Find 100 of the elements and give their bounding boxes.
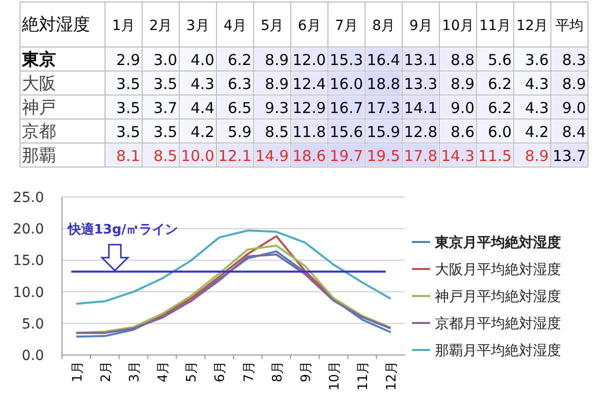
data-label: 3.0 [153, 51, 178, 69]
data-label: 4.0 [190, 51, 214, 69]
legend-label: 神戸月平均絶対湿度 [435, 289, 561, 305]
x-tick-label: 12月 [516, 18, 548, 34]
x-tick-label: 3月 [186, 18, 210, 34]
data-label: 8.3 [562, 51, 586, 69]
x-tick-label: 5月 [184, 361, 200, 382]
x-tick-label: 8月 [372, 18, 396, 34]
data-label: 13.7 [552, 147, 586, 165]
data-label: 12.1 [218, 147, 252, 165]
data-label: 15.3 [330, 51, 364, 69]
data-label: 3.5 [116, 123, 140, 141]
data-label: 12.4 [292, 75, 326, 93]
data-label: 12.8 [404, 123, 438, 141]
data-label: 3.5 [116, 99, 140, 117]
x-tick-label: 9月 [409, 18, 432, 34]
data-label: 3.5 [153, 75, 178, 93]
data-label: 8.9 [264, 51, 289, 69]
x-tick-label: 7月 [242, 361, 257, 382]
x-tick-label: 8月 [270, 361, 286, 382]
data-label: 17.3 [366, 99, 400, 117]
data-label: 8.1 [116, 147, 140, 165]
x-tick-label: 5月 [260, 18, 284, 34]
data-label: 12.0 [292, 51, 326, 69]
data-label: 6.5 [228, 99, 252, 117]
y-tick-label: 0.0 [22, 348, 44, 364]
data-label: 9.0 [562, 99, 586, 117]
data-label: 6.0 [488, 123, 512, 141]
legend-label: 那覇月平均絶対湿度 [435, 343, 561, 359]
x-tick-label: 12月 [384, 361, 400, 391]
y-tick-label: 5.0 [22, 316, 44, 332]
data-label: 6.2 [228, 51, 252, 69]
data-label: 6.2 [488, 99, 512, 117]
y-tick-label: 15.0 [12, 253, 44, 270]
data-label: 16.7 [330, 99, 364, 117]
data-label: 16.4 [366, 51, 400, 69]
data-label: 17.8 [404, 147, 438, 165]
ref-line-label: 快適13g/㎥ライン [67, 222, 178, 238]
y-tick-label: 東京 [21, 50, 56, 70]
x-tick-label: 3月 [127, 361, 142, 382]
data-label: 4.2 [524, 123, 549, 141]
data-label: 15.9 [366, 123, 400, 141]
data-label: 3.5 [153, 123, 178, 141]
legend-label: 東京月平均絶対湿度 [434, 234, 561, 251]
x-tick-label: 6月 [213, 361, 228, 382]
data-label: 14.1 [404, 99, 438, 117]
data-label: 8.9 [450, 75, 475, 93]
data-label: 15.6 [330, 123, 364, 141]
data-label: 13.1 [404, 51, 438, 69]
data-label: 8.5 [153, 147, 178, 165]
data-label: 11.8 [292, 123, 326, 141]
x-tick-label: 9月 [298, 361, 314, 382]
data-label: 19.7 [330, 147, 364, 165]
x-tick-label: 11月 [479, 18, 512, 34]
data-label: 18.8 [366, 75, 400, 93]
data-label: 9.3 [264, 99, 289, 117]
data-label: 8.5 [264, 123, 289, 141]
data-label: 5.9 [228, 123, 252, 141]
data-label: 12.9 [292, 99, 326, 117]
data-label: 6.3 [228, 75, 252, 93]
x-tick-label: 7月 [335, 18, 358, 34]
data-label: 8.8 [450, 51, 475, 69]
data-label: 16.0 [330, 75, 364, 93]
data-label: 18.6 [292, 147, 326, 165]
data-label: 3.7 [153, 99, 178, 117]
data-label: 6.2 [488, 75, 512, 93]
data-label: 2.9 [116, 51, 140, 69]
data-label: 4.3 [524, 75, 549, 93]
x-tick-label: 6月 [298, 18, 321, 34]
data-label: 13.3 [404, 75, 438, 93]
x-tick-label: 10月 [328, 361, 343, 391]
x-tick-label: 1月 [70, 361, 86, 382]
x-tick-label: 2月 [149, 18, 172, 34]
data-label: 8.6 [450, 123, 475, 141]
data-label: 14.3 [441, 147, 475, 165]
y-tick-label: 那覇 [22, 146, 56, 166]
data-label: 10.0 [181, 147, 214, 165]
data-label: 5.6 [488, 51, 512, 69]
data-label: 19.5 [366, 147, 400, 165]
legend-label: 京都月平均絶対湿度 [435, 316, 561, 332]
x-tick-label: 4月 [156, 361, 172, 382]
legend-label: 大阪月平均絶対湿度 [435, 262, 561, 278]
data-label: 4.2 [190, 123, 214, 141]
y-tick-label: 10.0 [12, 284, 44, 301]
y-tick-label: 25.0 [12, 190, 44, 206]
x-tick-label: 2月 [98, 361, 114, 382]
data-label: 8.9 [264, 75, 289, 93]
y-tick-label: 神戸 [22, 98, 56, 118]
data-label: 14.9 [255, 147, 289, 165]
x-tick-label: 4月 [224, 18, 246, 34]
data-label: 4.3 [190, 75, 214, 93]
x-tick-label: 平均 [555, 18, 584, 34]
data-label: 3.5 [116, 75, 140, 93]
data-label: 11.5 [478, 147, 512, 165]
data-label: 4.4 [190, 99, 214, 117]
x-tick-label: 1月 [112, 18, 136, 34]
data-label: 3.6 [524, 51, 549, 69]
data-label: 8.9 [524, 147, 549, 165]
y-tick-label: 京都 [22, 122, 56, 142]
y-tick-label: 20.0 [12, 222, 44, 238]
